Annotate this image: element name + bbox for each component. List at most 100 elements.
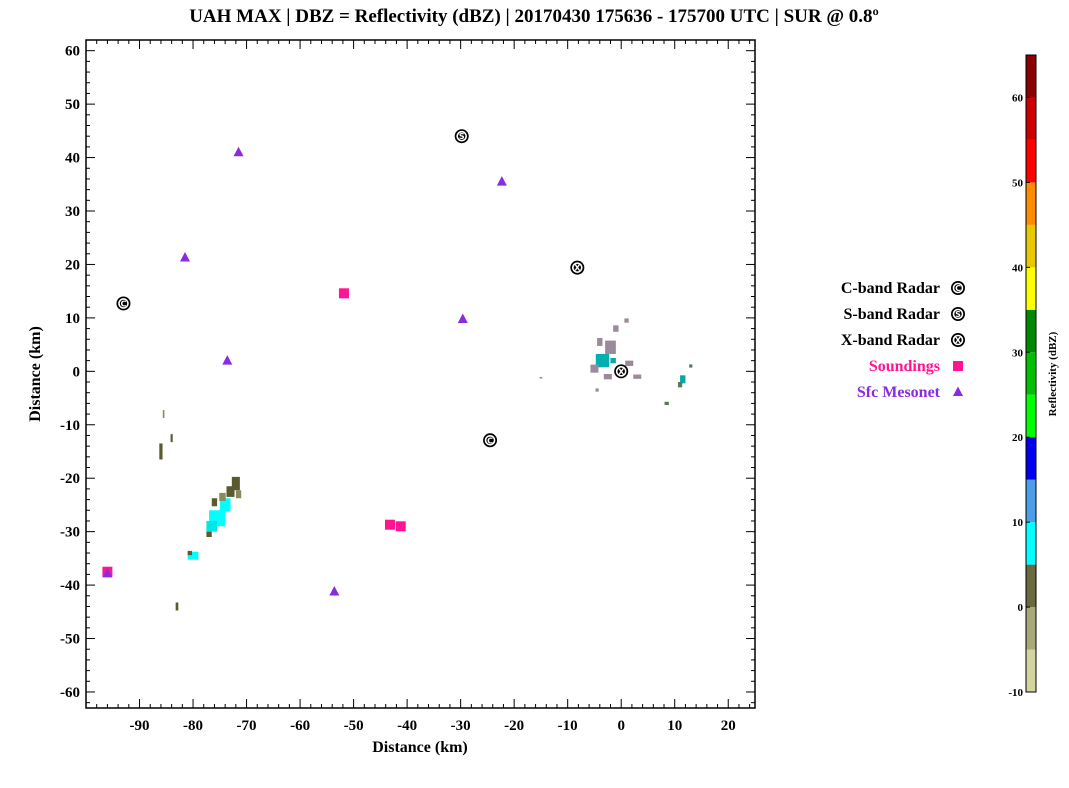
reflectivity-patch: [664, 401, 669, 405]
radar-marker-ring: [118, 298, 129, 309]
colorbar-segment: [1026, 437, 1036, 480]
x-tick-label: -60: [290, 718, 310, 734]
reflectivity-patch: [613, 325, 619, 332]
radar-marker: S: [454, 129, 469, 144]
radar-marker: X: [951, 333, 965, 347]
y-tick-label: 0: [73, 364, 81, 380]
sounding-marker: [395, 521, 406, 532]
colorbar-segment: [1026, 564, 1036, 608]
colorbar-tick-label: -10: [1008, 687, 1023, 699]
plot-area: -90 -80 -70 -60 -50 -40 -30 -20 -10 0 10 20 60 50 40 30…: [60, 39, 756, 734]
reflectivity-patch: [206, 520, 218, 532]
colorbar-tick-label: 50: [1012, 177, 1024, 189]
y-tick-label: -10: [60, 418, 80, 434]
radar-marker-ring: [615, 366, 627, 377]
radar-marker-ring: [572, 262, 583, 273]
x-tick-label: 10: [667, 718, 682, 734]
x-tick-label: -50: [344, 718, 364, 734]
colorbar-segment: [1026, 649, 1036, 692]
reflectivity-patch: [170, 434, 173, 443]
radar-marker: X: [614, 364, 629, 379]
colorbar-tick-label: 40: [1012, 262, 1024, 274]
y-tick-label: -50: [60, 632, 80, 648]
reflectivity-patch: [677, 382, 683, 388]
radar-marker-letter: C: [487, 436, 493, 445]
reflectivity-patch: [219, 498, 231, 512]
y-tick-label: -30: [60, 525, 80, 541]
y-tick-label: 40: [65, 151, 80, 167]
reflectivity-patch: [235, 490, 242, 499]
radar-marker-letter: S: [955, 310, 961, 319]
reflectivity-patch: [175, 602, 179, 611]
reflectivity-patch: [162, 410, 165, 419]
x-tick-label: 0: [617, 718, 625, 734]
radar-marker: X: [570, 260, 585, 275]
colorbar-tick-label: 10: [1012, 517, 1024, 529]
reflectivity-patch: [680, 375, 686, 384]
mesonet-marker: [496, 176, 507, 186]
sounding-marker: [953, 361, 963, 371]
colorbar-label: Reflectivity (dBZ): [1047, 331, 1059, 416]
mesonet-marker: [102, 567, 113, 578]
reflectivity-patch: [597, 337, 603, 346]
colorbar-tick-label: 0: [1018, 602, 1024, 614]
legend-entry-label: C-band Radar: [841, 280, 940, 297]
mesonet-marker: [233, 146, 244, 157]
colorbar: -10 0 10 20 30 40 50 60: [1008, 54, 1037, 699]
radar-marker-letter: C: [955, 284, 961, 293]
mesonet-marker: [222, 355, 233, 365]
legend-entry-label: Soundings: [869, 358, 940, 375]
radar-marker-ring: [952, 334, 964, 346]
radar-marker: C: [951, 281, 965, 295]
radar-marker-letter: X: [618, 367, 625, 376]
y-tick-label: -40: [60, 578, 80, 594]
radar-marker-ring: [484, 434, 496, 446]
colorbar-segment: [1026, 224, 1036, 268]
mesonet-marker: [457, 313, 468, 323]
colorbar-segment: [1026, 352, 1036, 395]
reflectivity-patch: [187, 551, 199, 560]
mesonet-marker: [329, 586, 340, 596]
reflectivity-patch: [211, 498, 218, 507]
sounding-marker: [338, 288, 349, 299]
reflectivity-patch: [231, 476, 240, 491]
y-tick-label: 10: [65, 311, 80, 327]
x-tick-label: -40: [397, 718, 417, 734]
colorbar-segment: [1026, 479, 1036, 523]
reflectivity-patch: [595, 388, 599, 392]
radar-marker: C: [483, 433, 498, 448]
reflectivity-patch: [605, 340, 616, 354]
reflectivity-patch: [226, 486, 235, 497]
reflectivity-patch: [539, 376, 543, 379]
radar-marker-ring: [952, 282, 964, 294]
colorbar-frame: [1025, 54, 1037, 693]
y-tick-label: -20: [60, 471, 80, 487]
y-tick-label: -60: [60, 685, 80, 701]
colorbar-segment: [1026, 97, 1036, 140]
radar-marker-ring: [952, 308, 964, 320]
reflectivity-patch: [624, 318, 629, 323]
x-tick-label: -90: [130, 718, 150, 734]
reflectivity-patch: [206, 531, 212, 537]
reflectivity-patch: [159, 443, 163, 460]
reflectivity-patch: [595, 353, 610, 368]
reflectivity-patch: [187, 550, 192, 556]
colorbar-tick-label: 30: [1012, 347, 1024, 359]
reflectivity-patch: [219, 492, 226, 501]
colorbar-segment: [1026, 522, 1036, 565]
plot-frame: [85, 39, 756, 709]
y-tick-label: 60: [65, 44, 80, 60]
reflectivity-patch: [610, 357, 616, 364]
colorbar-tick-label: 60: [1012, 92, 1024, 104]
reflectivity-patch: [689, 364, 693, 368]
radar-marker-letter: X: [955, 336, 962, 345]
colorbar-segment: [1026, 139, 1036, 183]
radar-marker: S: [951, 307, 965, 321]
colorbar-segment: [1026, 394, 1036, 438]
reflectivity-patch: [590, 364, 599, 373]
y-tick-label: 30: [65, 204, 80, 220]
radar-marker-ring: [456, 130, 468, 142]
sounding-marker: [384, 519, 395, 530]
radar-marker-letter: C: [121, 299, 127, 308]
